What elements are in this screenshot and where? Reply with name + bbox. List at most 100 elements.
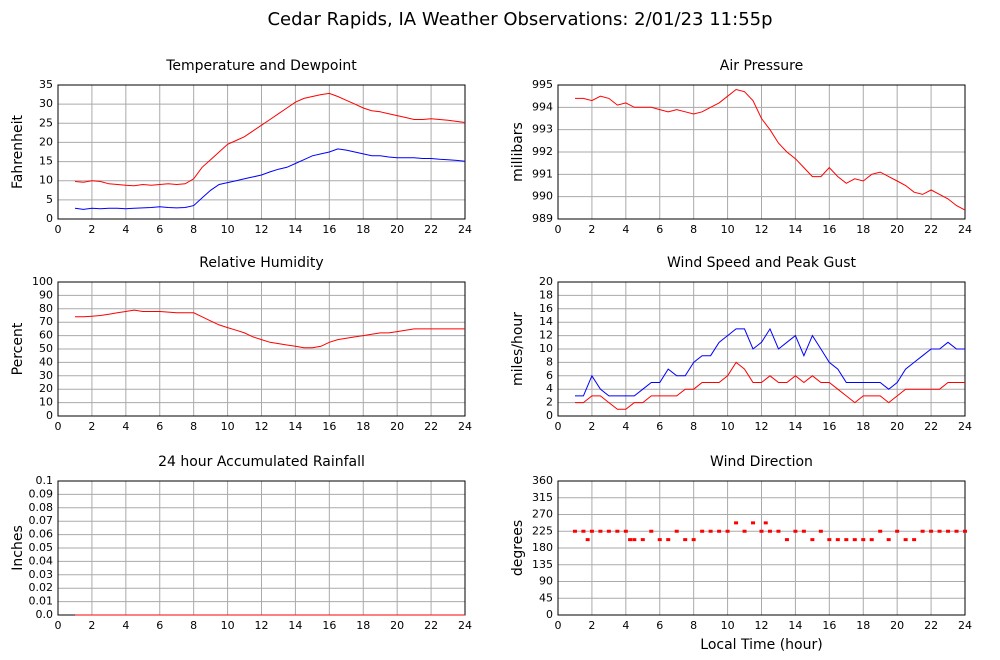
x-tick-label: 6 — [156, 223, 163, 236]
x-tick-label: 12 — [755, 619, 769, 632]
y-tick-label: 8 — [546, 355, 553, 368]
y-tick-label: 0.08 — [29, 501, 54, 514]
data-point — [674, 529, 679, 533]
x-tick-label: 22 — [424, 420, 438, 433]
data-point — [666, 538, 671, 542]
plot-frame — [57, 281, 466, 417]
y-tick-label: 360 — [532, 474, 553, 487]
data-point — [844, 538, 849, 542]
data-point — [903, 538, 908, 542]
x-tick-label: 10 — [721, 619, 735, 632]
x-tick-label: 16 — [822, 619, 836, 632]
y-tick-label: 993 — [532, 123, 553, 136]
x-tick-label: 24 — [458, 619, 472, 632]
y-tick-label: 16 — [539, 302, 553, 315]
x-tick-label: 6 — [156, 420, 163, 433]
x-tick-label: 6 — [156, 619, 163, 632]
x-tick-label: 2 — [88, 619, 95, 632]
y-tick-label: 18 — [539, 288, 553, 301]
data-line — [575, 88, 966, 211]
data-point — [929, 529, 934, 533]
x-tick-label: 16 — [322, 420, 336, 433]
data-point — [742, 529, 747, 533]
data-point — [954, 529, 959, 533]
x-tick-label: 8 — [190, 619, 197, 632]
data-point — [878, 529, 883, 533]
y-tick-label: 995 — [532, 78, 553, 91]
plot-frame — [57, 84, 466, 220]
data-point — [793, 529, 798, 533]
data-point — [589, 529, 594, 533]
y-tick-label: 135 — [532, 558, 553, 571]
data-point — [818, 529, 823, 533]
y-axis-label: Fahrenheit — [10, 114, 26, 189]
x-tick-label: 14 — [788, 223, 802, 236]
data-line — [74, 148, 466, 210]
y-tick-label: 90 — [39, 288, 53, 301]
data-point — [912, 538, 917, 542]
data-point — [708, 529, 713, 533]
data-point — [640, 538, 645, 542]
y-tick-label: 0 — [546, 409, 553, 422]
data-point — [886, 538, 891, 542]
y-tick-label: 50 — [39, 342, 53, 355]
chart-title: Air Pressure — [720, 58, 803, 74]
y-axis-label: millibars — [510, 122, 526, 182]
y-tick-label: 0.0 — [36, 608, 54, 621]
y-tick-label: 6 — [546, 369, 553, 382]
data-point — [683, 538, 688, 542]
x-tick-label: 18 — [356, 223, 370, 236]
y-tick-label: 0 — [46, 409, 53, 422]
x-tick-label: 4 — [622, 619, 629, 632]
y-tick-label: 0 — [546, 608, 553, 621]
y-axis-label: miles/hour — [510, 312, 526, 386]
x-tick-label: 20 — [390, 619, 404, 632]
y-tick-label: 0.1 — [36, 474, 54, 487]
data-point — [784, 538, 789, 542]
data-point — [767, 529, 772, 533]
x-tick-label: 24 — [958, 223, 972, 236]
y-tick-label: 90 — [539, 575, 553, 588]
data-point — [598, 529, 603, 533]
y-tick-label: 270 — [532, 508, 553, 521]
x-tick-label: 4 — [122, 619, 129, 632]
y-tick-label: 2 — [546, 396, 553, 409]
x-tick-label: 24 — [458, 223, 472, 236]
y-tick-label: 990 — [532, 190, 553, 203]
data-point — [763, 521, 768, 525]
data-point — [734, 521, 739, 525]
y-tick-label: 0.09 — [29, 487, 54, 500]
x-tick-label: 24 — [958, 619, 972, 632]
x-tick-label: 16 — [322, 619, 336, 632]
x-tick-label: 0 — [555, 619, 562, 632]
data-point — [628, 538, 633, 542]
plot-frame — [557, 84, 966, 220]
x-tick-label: 10 — [221, 619, 235, 632]
x-tick-label: 20 — [890, 223, 904, 236]
x-tick-label: 16 — [822, 223, 836, 236]
x-tick-label: 0 — [55, 223, 62, 236]
data-line — [74, 92, 466, 187]
x-tick-label: 18 — [356, 420, 370, 433]
data-point — [937, 529, 942, 533]
y-tick-label: 40 — [39, 355, 53, 368]
chart-title: Relative Humidity — [199, 255, 323, 271]
y-tick-label: 45 — [539, 591, 553, 604]
data-point — [801, 529, 806, 533]
data-point — [581, 529, 586, 533]
x-tick-label: 4 — [122, 420, 129, 433]
chart-title: Wind Direction — [710, 454, 813, 470]
x-tick-label: 0 — [55, 619, 62, 632]
y-axis-label: degrees — [510, 520, 526, 576]
x-tick-label: 4 — [622, 420, 629, 433]
y-tick-label: 994 — [532, 100, 553, 113]
x-tick-label: 14 — [788, 420, 802, 433]
data-point — [751, 521, 756, 525]
data-point — [606, 529, 611, 533]
data-point — [725, 529, 730, 533]
x-tick-label: 12 — [255, 223, 269, 236]
data-point — [623, 529, 628, 533]
y-tick-label: 80 — [39, 302, 53, 315]
x-tick-label: 20 — [390, 223, 404, 236]
x-tick-label: 2 — [88, 420, 95, 433]
